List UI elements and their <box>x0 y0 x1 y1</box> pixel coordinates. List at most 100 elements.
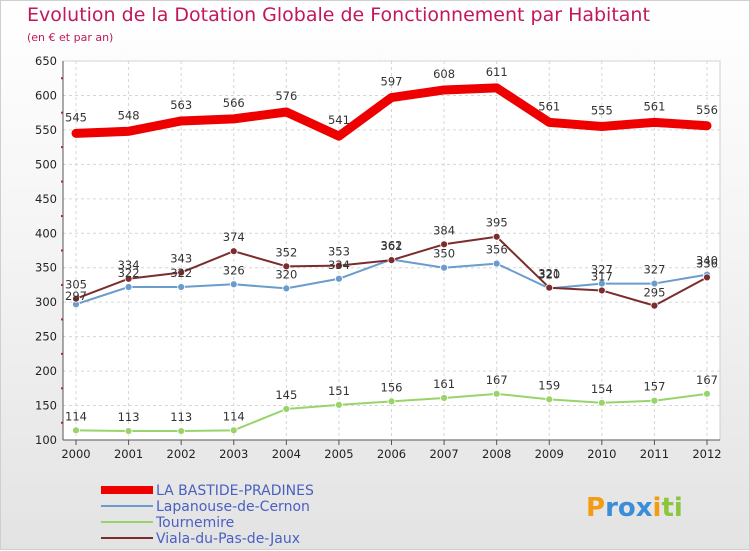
data-point <box>177 268 186 277</box>
data-label: 320 <box>538 267 560 281</box>
data-point <box>177 427 186 435</box>
data-label: 321 <box>538 267 560 281</box>
data-label: 356 <box>486 243 508 257</box>
data-point <box>492 259 501 268</box>
data-point <box>282 405 291 413</box>
data-label: 566 <box>223 96 245 110</box>
y-minor-tick <box>61 146 63 149</box>
data-label: 154 <box>591 382 613 396</box>
data-point <box>703 389 711 398</box>
y-tick-label: 150 <box>35 399 57 413</box>
data-label: 597 <box>381 75 403 89</box>
data-label: 395 <box>486 216 508 230</box>
y-tick-label: 350 <box>35 261 57 275</box>
y-tick-label: 500 <box>35 157 57 171</box>
data-point <box>703 273 711 282</box>
y-minor-tick <box>61 111 63 114</box>
y-tick-label: 550 <box>35 123 57 137</box>
data-point <box>124 127 133 136</box>
data-label: 556 <box>696 103 718 117</box>
data-label: 114 <box>65 409 87 423</box>
data-label: 576 <box>275 89 297 103</box>
data-label: 334 <box>118 258 140 272</box>
data-point <box>492 83 501 92</box>
data-point <box>282 284 291 293</box>
x-tick-label: 2008 <box>482 447 511 461</box>
y-minor-tick <box>61 249 63 252</box>
data-point <box>597 286 606 295</box>
x-tick-label: 2010 <box>587 447 616 461</box>
x-tick-label: 2005 <box>324 447 353 461</box>
data-point <box>177 283 186 291</box>
data-label: 114 <box>223 409 245 423</box>
data-label: 167 <box>486 373 508 387</box>
x-tick-label: 2009 <box>535 447 564 461</box>
data-label: 295 <box>643 286 665 300</box>
chart-title: Evolution de la Dotation Globale de Fonc… <box>27 4 650 26</box>
data-label: 340 <box>696 254 718 268</box>
data-point <box>335 261 343 270</box>
data-label: 320 <box>275 267 297 281</box>
data-label: 611 <box>486 65 508 79</box>
data-point <box>440 394 448 402</box>
data-label: 561 <box>643 99 665 113</box>
data-label: 561 <box>538 99 560 113</box>
data-labels: 545 548 563 566 576 541 597 608 611 561 555 561 556 2… <box>65 65 718 424</box>
data-label: 322 <box>170 266 192 280</box>
data-point <box>440 240 448 249</box>
data-label: 336 <box>696 256 718 270</box>
y-minor-tick <box>61 77 63 80</box>
data-point <box>387 256 396 265</box>
data-point <box>545 283 554 292</box>
data-label: 113 <box>170 410 192 424</box>
y-tick-label: 450 <box>35 192 57 206</box>
data-label: 548 <box>118 108 140 122</box>
data-point <box>72 426 80 435</box>
data-point <box>650 118 659 127</box>
data-point <box>282 107 291 116</box>
data-point <box>650 279 659 288</box>
data-label: 334 <box>328 258 350 272</box>
data-label: 161 <box>433 377 455 391</box>
data-label: 151 <box>328 384 350 398</box>
data-label: 350 <box>433 247 455 261</box>
y-minor-tick <box>61 283 63 286</box>
data-label: 362 <box>381 238 403 252</box>
data-point <box>597 398 606 407</box>
data-point <box>229 426 238 435</box>
data-point <box>387 397 396 406</box>
y-minor-tick <box>61 387 63 390</box>
data-point <box>440 263 448 272</box>
y-tick-label: 100 <box>35 433 57 447</box>
data-label: 145 <box>275 388 297 402</box>
legend-label: Lapanouse-de-Cernon <box>156 499 310 515</box>
y-minor-tick <box>61 180 63 183</box>
data-label: 343 <box>170 252 192 266</box>
data-label: 353 <box>328 245 350 259</box>
legend-label: Tournemire <box>155 515 234 531</box>
data-label: 384 <box>433 223 455 237</box>
data-point <box>703 121 711 130</box>
data-label: 167 <box>696 373 718 387</box>
x-tick-label: 2000 <box>61 447 90 461</box>
data-label: 159 <box>538 378 560 392</box>
data-point <box>335 400 343 409</box>
data-label: 374 <box>223 230 245 244</box>
proxiti-logo: Proxiti <box>586 493 683 523</box>
data-point <box>387 93 396 102</box>
data-point <box>177 116 186 125</box>
data-point <box>229 280 238 289</box>
data-label: 541 <box>328 113 350 127</box>
data-point <box>229 114 238 123</box>
y-tick-label: 400 <box>35 226 57 240</box>
data-label: 326 <box>223 263 245 277</box>
data-point <box>545 118 554 127</box>
data-point <box>72 129 80 138</box>
x-tick-label: 2012 <box>692 447 721 461</box>
data-label: 327 <box>591 263 613 277</box>
legend: LA BASTIDE-PRADINESLapanouse-de-CernonTo… <box>101 483 314 547</box>
y-minor-tick <box>61 352 63 355</box>
y-tick-label: 200 <box>35 364 57 378</box>
